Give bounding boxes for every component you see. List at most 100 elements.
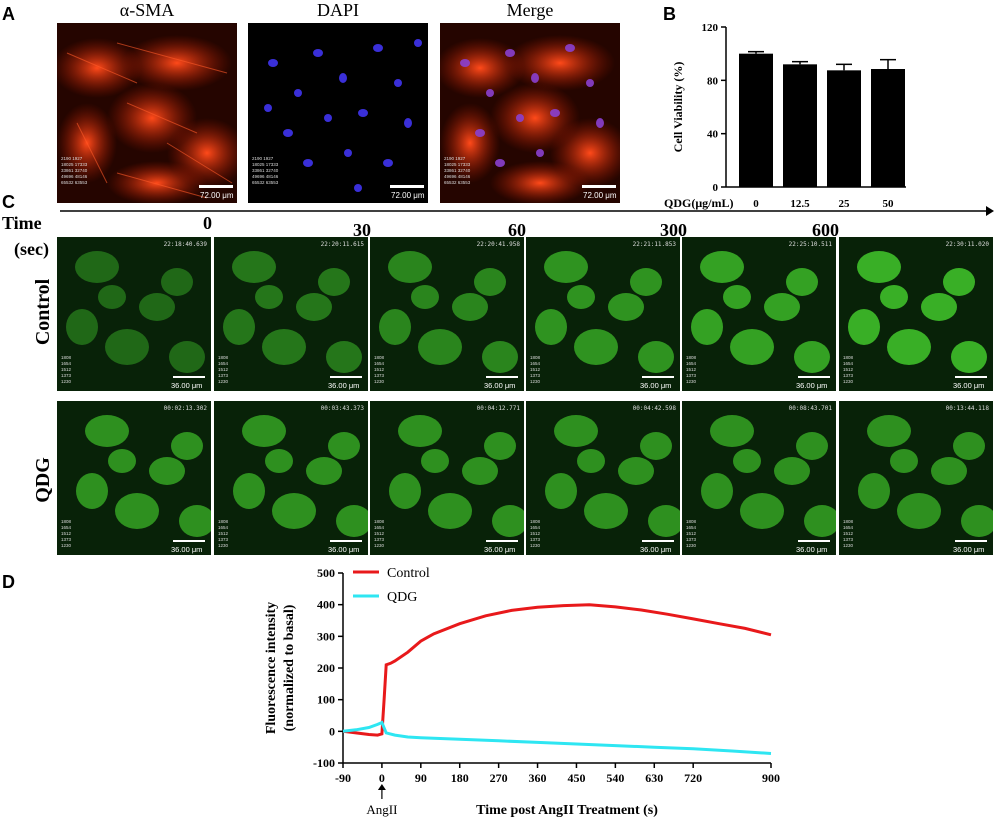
- sec-label: (sec): [14, 239, 49, 259]
- y-tick-label: -100: [313, 756, 335, 770]
- scale-text: 36.00 μm: [640, 545, 672, 554]
- y-axis-label-2: (normalized to basal): [282, 604, 297, 731]
- intensity-legend: 1808 1654 1512 1373 1230: [843, 519, 854, 548]
- asma-image: 2190 1927 18025 17333 33861 32740 49696 …: [57, 23, 237, 203]
- x-tick-label: 0: [753, 198, 759, 210]
- cell-fluorescence: [691, 251, 830, 373]
- merge-legend: 2190 1927 18025 17333 33861 32740 49696 …: [444, 156, 471, 185]
- x-tick-label: 360: [529, 771, 547, 785]
- scale-text: 36.00 μm: [328, 545, 360, 554]
- scale-bar: [642, 376, 674, 378]
- angii-label: AngII: [366, 802, 397, 817]
- x-tick-label: 540: [606, 771, 624, 785]
- timestamp: 22:30:11.020: [945, 241, 989, 248]
- timestamp: 00:13:44.118: [945, 405, 989, 412]
- title-merge: Merge: [506, 0, 554, 20]
- cell-fluorescence: [66, 251, 205, 373]
- scale-bar: [582, 185, 616, 188]
- qdg-image-3: 00:04:42.598 1808 1654 1512 1373 1230 36.00 μm: [526, 401, 680, 555]
- panel-letter-b: B: [663, 4, 676, 24]
- scale-text: 36.00 μm: [484, 545, 516, 554]
- timestamp: 00:04:12.771: [476, 405, 520, 412]
- x-tick-label: 630: [645, 771, 663, 785]
- timestamp: 00:08:43.701: [788, 405, 832, 412]
- cell-fluorescence: [76, 415, 211, 537]
- scale-bar: [798, 376, 830, 378]
- control-image-2: 22:20:41.958 1808 1654 1512 1373 1230 36.00 μm: [370, 237, 524, 391]
- scale-bar: [486, 376, 518, 378]
- y-tick-label: 300: [317, 629, 335, 643]
- x-tick-label: 90: [415, 771, 427, 785]
- bar: [871, 69, 905, 187]
- dapi-legend: 2190 1927 18025 17333 33861 32740 49696 …: [252, 156, 279, 185]
- merge-overlay: [440, 23, 620, 203]
- scale-text: 36.00 μm: [953, 381, 985, 390]
- merge-image: 2190 1927 18025 17333 33861 32740 49696 …: [440, 23, 620, 203]
- intensity-legend: 1808 1654 1512 1373 1230: [61, 355, 72, 384]
- time-30: 30: [353, 220, 371, 240]
- scale-text: 36.00 μm: [171, 545, 203, 554]
- series-line-control: [342, 603, 772, 737]
- legend-label: QDG: [387, 590, 417, 605]
- intensity-legend: 1808 1654 1512 1373 1230: [374, 355, 385, 384]
- x-tick-label: 720: [684, 771, 702, 785]
- x-tick-label: -90: [335, 771, 351, 785]
- y-tick-label: 0: [329, 724, 335, 738]
- scale-text: 36.00 μm: [171, 381, 203, 390]
- control-image-1: 22:20:11.615 1808 1654 1512 1373 1230 36.00 μm: [214, 237, 368, 391]
- cell-fluorescence: [858, 415, 993, 537]
- timestamp: 00:03:43.373: [320, 405, 364, 412]
- bar: [739, 53, 773, 187]
- scale-bar: [330, 376, 362, 378]
- intensity-legend: 1808 1654 1512 1373 1230: [686, 519, 697, 548]
- bar: [827, 70, 861, 187]
- timestamp: 22:20:41.958: [476, 241, 520, 248]
- row-label-control: Control: [32, 278, 54, 346]
- angii-arrow-head: [377, 784, 386, 790]
- time-60: 60: [508, 220, 526, 240]
- y-axis-label: Fluorescence intensity: [264, 602, 279, 734]
- scale-bar: [330, 540, 362, 542]
- scale-text: 36.00 μm: [484, 381, 516, 390]
- cell-fluorescence: [545, 415, 680, 537]
- x-tick-label: 0: [379, 771, 385, 785]
- scale-bar: [798, 540, 830, 542]
- time-0: 0: [203, 213, 212, 233]
- intensity-legend: 1808 1654 1512 1373 1230: [530, 519, 541, 548]
- time-600: 600: [812, 220, 839, 240]
- asma-legend: 2190 1927 18025 17333 33861 32740 49696 …: [61, 156, 88, 185]
- scale-text: 72.00 μm: [200, 191, 234, 200]
- intensity-legend: 1808 1654 1512 1373 1230: [61, 519, 72, 548]
- x-tick-label: 25: [839, 198, 851, 210]
- x-axis-label: QDG(μg/mL): [664, 196, 733, 210]
- bar-chart: 0 40 80 120 0 12.5 25 50 QDG(μg/mL) Cell Viabilit…: [664, 22, 906, 210]
- cell-fluorescence: [701, 415, 836, 537]
- control-image-3: 22:21:11.853 1808 1654 1512 1373 1230 36.00 μm: [526, 237, 680, 391]
- cell-fluorescence: [223, 251, 362, 373]
- y-tick-label: 120: [702, 22, 719, 34]
- panel-letter-c: C: [2, 192, 15, 212]
- dapi-image: 2190 1927 18025 17333 33861 32740 49696 …: [248, 23, 428, 203]
- scale-bar: [173, 540, 205, 542]
- panel-letter-d: D: [2, 572, 15, 592]
- scale-bar: [642, 540, 674, 542]
- control-image-5: 22:30:11.020 1808 1654 1512 1373 1230 36.00 μm: [839, 237, 993, 391]
- scale-text: 36.00 μm: [796, 381, 828, 390]
- intensity-legend: 1808 1654 1512 1373 1230: [374, 519, 385, 548]
- qdg-image-2: 00:04:12.771 1808 1654 1512 1373 1230 36.00 μm: [370, 401, 524, 555]
- y-tick-label: 400: [317, 598, 335, 612]
- timestamp: 22:25:10.511: [788, 241, 832, 248]
- scale-bar: [486, 540, 518, 542]
- scale-bar: [173, 376, 205, 378]
- time-label: Time: [2, 213, 42, 233]
- intensity-legend: 1808 1654 1512 1373 1230: [218, 355, 229, 384]
- control-image-4: 22:25:10.511 1808 1654 1512 1373 1230 36.00 μm: [682, 237, 836, 391]
- bar: [783, 64, 817, 187]
- timestamp: 22:21:11.853: [632, 241, 676, 248]
- intensity-legend: 1808 1654 1512 1373 1230: [843, 355, 854, 384]
- timestamp: 22:20:11.615: [320, 241, 364, 248]
- control-image-0: 22:18:40.639 1808 1654 1512 1373 1230 36.00 μm: [57, 237, 211, 391]
- x-tick-label: 270: [490, 771, 508, 785]
- scale-text: 36.00 μm: [953, 545, 985, 554]
- scale-bar: [955, 376, 987, 378]
